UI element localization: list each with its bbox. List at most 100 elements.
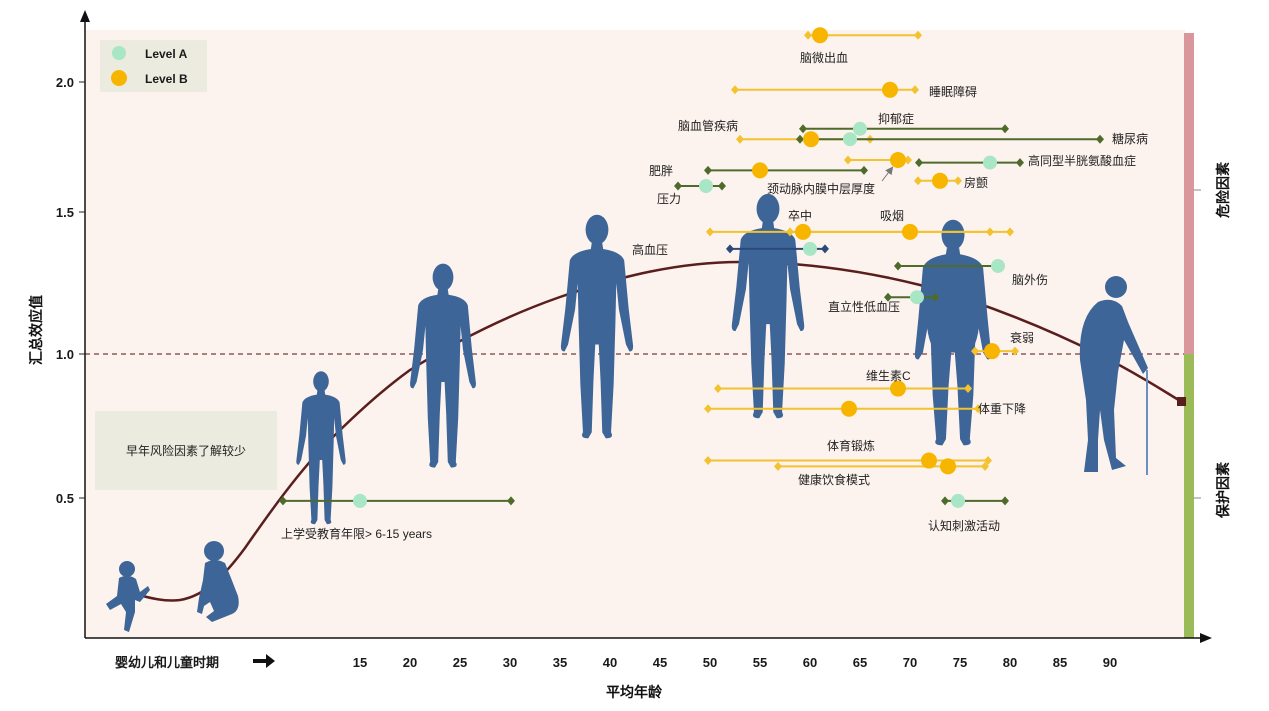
range-end-diamond-15 [1011, 346, 1019, 356]
effect-point-16 [890, 380, 906, 397]
legend-label-level-a: Level A [145, 47, 188, 61]
range-end-diamond-9 [718, 181, 726, 191]
range-start-diamond-19 [774, 461, 782, 471]
range-start-diamond-3 [736, 134, 744, 144]
range-start-diamond-11 [786, 227, 794, 237]
annotation-text: 早年风险因素了解较少 [126, 443, 246, 458]
item-label: 睡眠障碍 [929, 84, 977, 99]
x-axis-title: 平均年龄 [606, 684, 663, 700]
x-tick-label: 35 [553, 655, 567, 670]
item-label: 卒中 [788, 208, 812, 223]
x-ticks: 15 20 25 30 35 40 45 50 55 60 65 70 75 80 85 90 [353, 655, 1117, 670]
range-end-diamond-1 [911, 85, 919, 95]
range-start-diamond-1 [731, 85, 739, 95]
effect-point-10 [795, 223, 811, 240]
effect-point-18 [921, 452, 937, 469]
effect-point-5 [983, 155, 997, 170]
item-label: 脑血管疾病 [678, 118, 738, 133]
right-arrow-icon [253, 654, 275, 668]
range-end-diamond-21 [507, 496, 515, 506]
effect-point-19 [940, 458, 956, 475]
x-tick-label: 55 [753, 655, 767, 670]
range-start-diamond-6 [844, 155, 852, 165]
range-start-diamond-9 [674, 181, 682, 191]
annotation-box [95, 411, 277, 490]
range-end-diamond-18 [984, 456, 992, 466]
effect-point-13 [991, 258, 1005, 273]
x-tick-label: 70 [903, 655, 917, 670]
item-labels: 脑微出血 睡眠障碍 抑郁症 脑血管疾病 糖尿病 高同型半胱氨酸血症 颈动脉内膜中… [281, 51, 1148, 541]
protective-factors-label: 保护因素 [1215, 462, 1231, 519]
range-end-diamond-7 [860, 165, 868, 175]
range-start-diamond-7 [704, 165, 712, 175]
legend-label-level-b: Level B [145, 72, 188, 86]
y-tick-label: 1.0 [56, 347, 74, 362]
early-life-annotation: 早年风险因素了解较少 [95, 411, 277, 490]
range-start-diamond-8 [914, 176, 922, 186]
side-bars [1184, 33, 1194, 638]
item-label: 房颤 [964, 175, 988, 190]
item-label: 肥胖 [649, 164, 673, 178]
item-label: 直立性低血压 [828, 299, 900, 314]
effect-point-17 [841, 400, 857, 417]
range-end-diamond-6 [904, 155, 912, 165]
item-label: 体重下降 [978, 402, 1026, 416]
effect-point-12 [803, 241, 817, 256]
range-end-diamond-11 [1006, 227, 1014, 237]
y-axis-arrow-icon [80, 10, 90, 22]
effect-point-4 [843, 132, 857, 147]
item-label: 颈动脉内膜中层厚度 [767, 181, 875, 196]
x-tick-label: 65 [853, 655, 867, 670]
item-label: 认知刺激活动 [928, 519, 1000, 533]
x-tick-label: 75 [953, 655, 967, 670]
y-tick-label: 2.0 [56, 75, 74, 90]
x-tick-label: 25 [453, 655, 467, 670]
range-start-diamond-4 [796, 134, 804, 144]
range-start-diamond-0 [804, 30, 812, 40]
effect-point-7 [752, 162, 768, 179]
x-tick-label: 45 [653, 655, 667, 670]
range-end-diamond-20 [1001, 496, 1009, 506]
toddler-silhouette [197, 541, 239, 622]
x-tick-label: 80 [1003, 655, 1017, 670]
range-start-diamond-21 [279, 496, 287, 506]
range-start-diamond-17 [704, 404, 712, 414]
effect-point-layer [353, 27, 1005, 508]
range-start-diamond-13 [894, 261, 902, 271]
range-start-diamond-20 [941, 496, 949, 506]
y-ticks: 0.5 1.0 1.5 2.0 [56, 75, 85, 506]
x-axis-arrow-icon [1200, 633, 1212, 643]
childhood-label: 婴幼儿和儿童时期 [115, 655, 219, 670]
range-end-diamond-5 [1016, 158, 1024, 168]
y-tick-label: 0.5 [56, 491, 74, 506]
x-tick-label: 50 [703, 655, 717, 670]
carotid-label-arrow [881, 166, 894, 182]
effect-point-2 [853, 121, 867, 136]
range-start-diamond-12 [726, 244, 734, 254]
effect-point-15 [984, 343, 1000, 360]
range-end-diamond-17 [974, 404, 982, 414]
range-start-diamond-5 [915, 158, 923, 168]
x-tick-label: 30 [503, 655, 517, 670]
x-tick-label: 60 [803, 655, 817, 670]
effect-point-8 [932, 172, 948, 189]
range-start-diamond-10 [706, 227, 714, 237]
item-label: 高同型半胱氨酸血症 [1028, 153, 1136, 168]
item-label: 压力 [657, 192, 681, 206]
effect-point-3 [803, 131, 819, 148]
legend-swatch-level-b [111, 70, 127, 86]
range-end-diamond-0 [914, 30, 922, 40]
effect-point-14 [910, 290, 924, 305]
range-start-diamond-15 [971, 346, 979, 356]
x-tick-label: 40 [603, 655, 617, 670]
range-end-diamond-4 [1096, 134, 1104, 144]
trend-curve [134, 260, 1183, 602]
item-label: 脑微出血 [800, 51, 848, 65]
legend: Level A Level B [100, 40, 207, 92]
risk-factors-label: 危险因素 [1215, 162, 1231, 219]
range-end-diamond-2 [1001, 124, 1009, 134]
item-label: 脑外伤 [1012, 273, 1048, 287]
range-end-diamond-14 [931, 292, 939, 302]
x-tick-label: 20 [403, 655, 417, 670]
